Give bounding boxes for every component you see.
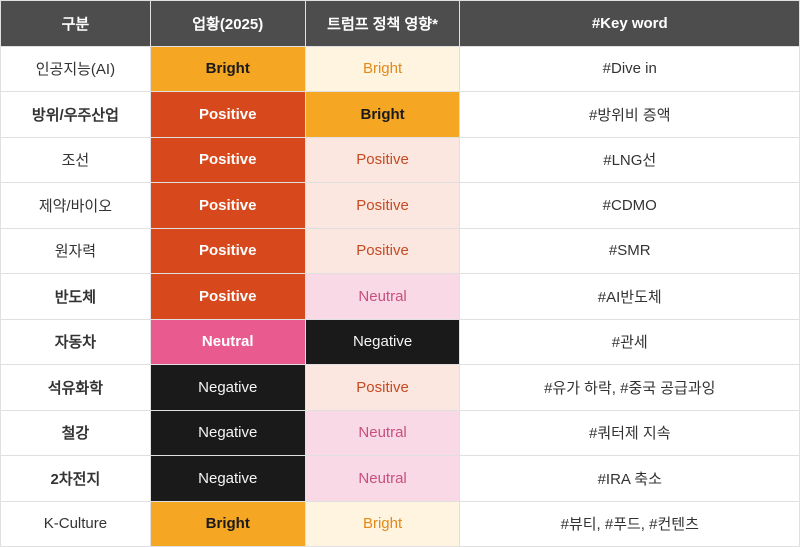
row-label: 방위/우주산업 — [1, 92, 151, 138]
row-label: 석유화학 — [1, 365, 151, 411]
row-keyword: #방위비 증액 — [460, 92, 800, 138]
status-trump-policy: Bright — [305, 92, 460, 138]
row-label: 원자력 — [1, 228, 151, 274]
table-row: 조선PositivePositive#LNG선 — [1, 137, 800, 183]
row-keyword: #Dive in — [460, 46, 800, 92]
row-label: 자동차 — [1, 319, 151, 365]
table-header-row: 구분 업황(2025) 트럼프 정책 영향* #Key word — [1, 1, 800, 47]
row-label: 제약/바이오 — [1, 183, 151, 229]
row-keyword: #IRA 축소 — [460, 456, 800, 502]
col-header-trump-policy: 트럼프 정책 영향* — [305, 1, 460, 47]
status-trump-policy: Neutral — [305, 410, 460, 456]
status-trump-policy: Neutral — [305, 274, 460, 320]
col-header-outlook2025: 업황(2025) — [150, 1, 305, 47]
col-header-keyword: #Key word — [460, 1, 800, 47]
status-trump-policy: Bright — [305, 46, 460, 92]
row-keyword: #관세 — [460, 319, 800, 365]
status-outlook2025: Positive — [150, 137, 305, 183]
table-row: 원자력PositivePositive#SMR — [1, 228, 800, 274]
status-trump-policy: Positive — [305, 137, 460, 183]
row-label: 조선 — [1, 137, 151, 183]
row-label: 인공지능(AI) — [1, 46, 151, 92]
status-outlook2025: Positive — [150, 274, 305, 320]
status-trump-policy: Bright — [305, 501, 460, 547]
row-label: 2차전지 — [1, 456, 151, 502]
status-trump-policy: Positive — [305, 183, 460, 229]
table-row: 제약/바이오PositivePositive#CDMO — [1, 183, 800, 229]
row-keyword: #CDMO — [460, 183, 800, 229]
status-outlook2025: Positive — [150, 183, 305, 229]
row-label: 반도체 — [1, 274, 151, 320]
row-keyword: #SMR — [460, 228, 800, 274]
outlook-table: 구분 업황(2025) 트럼프 정책 영향* #Key word 인공지능(AI… — [0, 0, 800, 547]
row-label: K-Culture — [1, 501, 151, 547]
status-trump-policy: Positive — [305, 365, 460, 411]
status-trump-policy: Neutral — [305, 456, 460, 502]
row-label: 철강 — [1, 410, 151, 456]
row-keyword: #뷰티, #푸드, #컨텐츠 — [460, 501, 800, 547]
row-keyword: #유가 하락, #중국 공급과잉 — [460, 365, 800, 411]
status-trump-policy: Positive — [305, 228, 460, 274]
table-row: 석유화학NegativePositive#유가 하락, #중국 공급과잉 — [1, 365, 800, 411]
status-outlook2025: Negative — [150, 365, 305, 411]
row-keyword: #LNG선 — [460, 137, 800, 183]
table-row: 2차전지NegativeNeutral#IRA 축소 — [1, 456, 800, 502]
row-keyword: #쿼터제 지속 — [460, 410, 800, 456]
status-outlook2025: Neutral — [150, 319, 305, 365]
status-outlook2025: Negative — [150, 456, 305, 502]
status-trump-policy: Negative — [305, 319, 460, 365]
status-outlook2025: Negative — [150, 410, 305, 456]
status-outlook2025: Positive — [150, 92, 305, 138]
col-header-category: 구분 — [1, 1, 151, 47]
status-outlook2025: Bright — [150, 46, 305, 92]
row-keyword: #AI반도체 — [460, 274, 800, 320]
table-row: 철강NegativeNeutral#쿼터제 지속 — [1, 410, 800, 456]
status-outlook2025: Bright — [150, 501, 305, 547]
table-row: 반도체PositiveNeutral#AI반도체 — [1, 274, 800, 320]
table-row: K-CultureBrightBright#뷰티, #푸드, #컨텐츠 — [1, 501, 800, 547]
table-row: 인공지능(AI)BrightBright#Dive in — [1, 46, 800, 92]
table-row: 자동차NeutralNegative#관세 — [1, 319, 800, 365]
status-outlook2025: Positive — [150, 228, 305, 274]
table-row: 방위/우주산업PositiveBright#방위비 증액 — [1, 92, 800, 138]
